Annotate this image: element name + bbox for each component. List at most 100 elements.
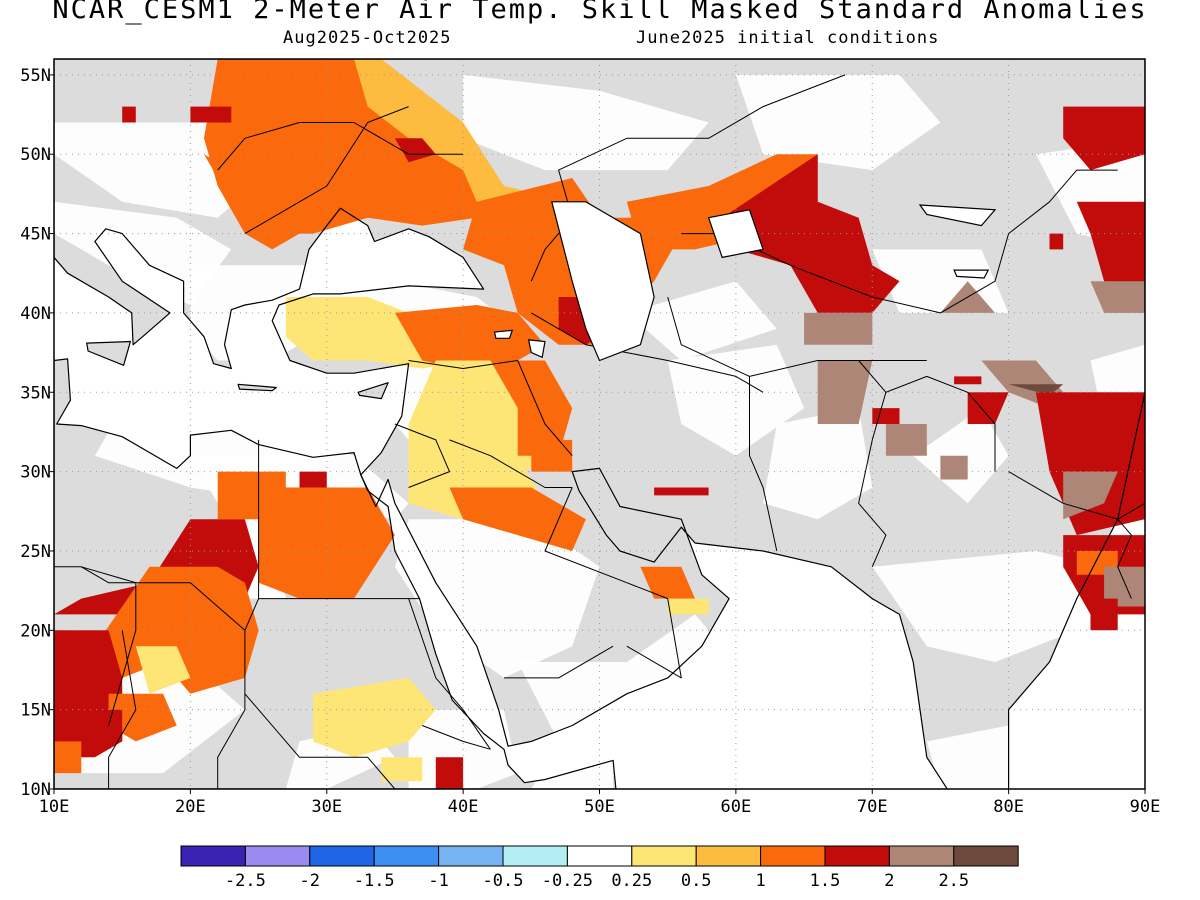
landmass-0 [54, 59, 1145, 789]
border-25 [422, 725, 491, 750]
coastline-1 [54, 358, 617, 789]
lon-tick-label-10: 10E [39, 797, 70, 817]
colorbar-label-1: -2 [300, 871, 320, 891]
lon-tick-label-60: 60E [721, 797, 752, 817]
map-axes: 10E 20E 30E 40E 50E 60E 70E 80E 90E 10N 15N 20N 25N 3… [20, 66, 1160, 817]
forecast-period: Aug2025-Oct2025 [283, 28, 452, 48]
unmasked-patch-15 [926, 725, 1009, 789]
colorbar-label-0: -2.5 [225, 871, 266, 891]
anomaly-area-29 [435, 757, 464, 789]
anomaly-area-3 [122, 106, 136, 123]
colorbar-swatch-5 [502, 845, 568, 867]
colorbar: -2.5 -2 -1.5 -1 -0.5 -0.25 0.25 0.5 1 1.5 2 2.5 [180, 845, 1019, 891]
lat-tick-label-45: 45N [20, 225, 51, 245]
anomaly-area-52 [1049, 233, 1064, 250]
lon-tick-label-20: 20E [175, 797, 206, 817]
border-16 [1008, 471, 1145, 520]
anomaly-area-51 [1090, 281, 1145, 313]
landmass-4 [86, 341, 131, 366]
anomaly-area-39 [804, 312, 873, 345]
coastline-4 [86, 340, 131, 366]
unmasked-patch-12 [763, 408, 873, 520]
lat-tick-label-55: 55N [20, 66, 51, 86]
border-8 [544, 487, 668, 600]
colorbar-label-10: 2 [884, 871, 894, 891]
colorbar-label-8: 1 [755, 871, 765, 891]
lat-tick-label-25: 25N [20, 542, 51, 562]
colorbar-swatch-8 [695, 845, 762, 867]
landmass-2 [358, 382, 389, 399]
border-9 [626, 598, 682, 679]
lake-balkhash [918, 204, 997, 227]
anomaly-area-5 [394, 138, 436, 163]
colorbar-label-3: -1 [428, 871, 448, 891]
border-15 [681, 169, 1118, 314]
anomaly-area-41 [872, 408, 900, 424]
colorbar-swatch-12 [953, 845, 1019, 867]
lat-tick-label-40: 40N [20, 304, 51, 324]
anomaly-area-50 [1076, 201, 1145, 297]
lon-tick-label-50: 50E [584, 797, 615, 817]
border-22 [108, 630, 137, 789]
anomaly-area-31 [667, 598, 709, 615]
lat-tick-label-50: 50N [20, 145, 51, 165]
anomaly-area-42 [967, 392, 1009, 424]
coastline-2 [357, 382, 389, 400]
border-6 [394, 423, 450, 488]
colorbar-label-5: -0.25 [542, 871, 593, 891]
anomaly-area-43 [1035, 392, 1145, 536]
border-17 [1117, 518, 1132, 599]
anomaly-area-48 [1090, 598, 1118, 631]
lat-tick-label-35: 35N [20, 383, 51, 403]
lat-tick-label-10: 10N [20, 780, 51, 800]
colorbar-label-7: 0.5 [681, 871, 712, 891]
anomaly-area-37 [940, 455, 968, 480]
border-14 [667, 296, 927, 377]
border-1 [217, 122, 464, 171]
anomaly-area-24 [135, 646, 191, 694]
anomaly-area-17 [258, 487, 395, 599]
anomaly-area-2 [204, 154, 300, 250]
anomaly-area-28 [381, 757, 423, 782]
land-layer [54, 59, 1145, 789]
lon-tick-label-90: 90E [1130, 797, 1161, 817]
unmasked-patch-16 [463, 74, 709, 171]
coastline-3 [237, 383, 277, 392]
anomaly-area-47 [1104, 566, 1145, 607]
unmasked-patch-7 [394, 519, 600, 678]
anomaly-area-19 [299, 471, 327, 488]
lat-tick-label-30: 30N [20, 463, 51, 483]
border-21 [54, 566, 137, 726]
aral-sea [707, 209, 764, 259]
anomaly-area-4 [190, 106, 232, 123]
initial-conditions: June2025 initial conditions [636, 28, 940, 48]
border-11 [749, 376, 778, 552]
anomaly-area-32 [654, 487, 709, 496]
border-20 [81, 566, 246, 631]
border-13 [858, 392, 887, 567]
anomaly-area-18 [217, 471, 286, 520]
unmasked-patch-8 [517, 614, 723, 742]
colorbar-swatch-11 [888, 845, 955, 867]
border-3 [531, 312, 764, 393]
colorbar-label-6: 0.25 [611, 871, 652, 891]
border-23 [244, 693, 396, 789]
anomaly-area-11 [394, 305, 545, 377]
colorbar-label-4: -0.5 [483, 871, 524, 891]
anomaly-area-35 [817, 360, 873, 424]
unmasked-patch-1 [54, 201, 232, 305]
colorbar-label-11: 2.5 [938, 871, 969, 891]
lake-urmia [527, 339, 546, 359]
border-2 [530, 74, 846, 282]
lon-tick-label-30: 30E [311, 797, 342, 817]
border-19 [217, 598, 260, 789]
colorbar-label-9: 1.5 [810, 871, 841, 891]
anomaly-area-36 [885, 424, 927, 456]
border-0 [244, 106, 409, 235]
anomaly-area-30 [640, 566, 695, 599]
colorbar-swatch-1 [244, 845, 311, 867]
unmasked-patch-10 [531, 757, 614, 789]
anomaly-area-40 [954, 376, 982, 385]
chart-title: NCAR_CESM1 2-Meter Air Temp. Skill Maske… [52, 0, 1148, 25]
